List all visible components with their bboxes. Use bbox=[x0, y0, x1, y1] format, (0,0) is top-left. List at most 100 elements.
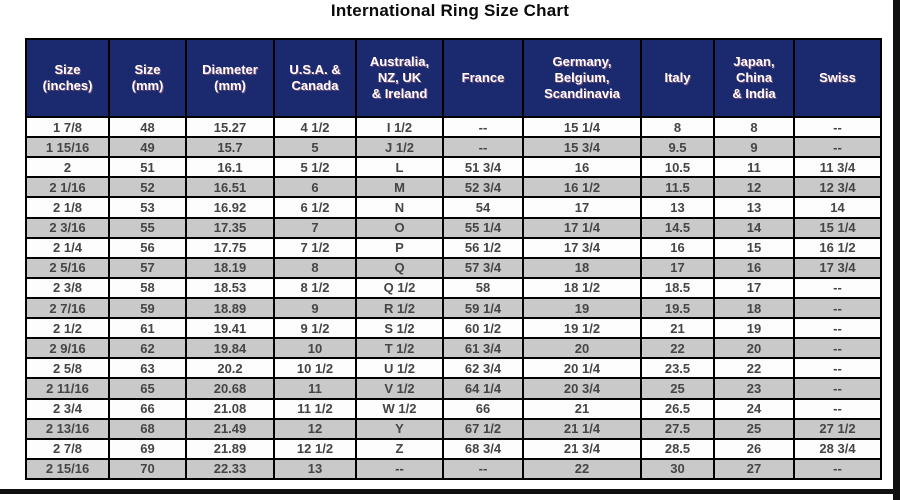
table-cell: 7 1/2 bbox=[273, 236, 357, 259]
table-cell: 27 bbox=[713, 457, 795, 481]
table-row: 2 7/8 69 21.89 12 1/2 Z 68 3/4 21 3/4 28.5 26 28 … bbox=[25, 437, 882, 460]
table-cell: 12 bbox=[273, 417, 357, 440]
table-cell: N bbox=[355, 196, 444, 219]
table-cell: 28 3/4 bbox=[793, 437, 882, 460]
table-cell: 15 3/4 bbox=[522, 136, 642, 159]
table-cell: 25 bbox=[640, 377, 715, 400]
table-cell: 20 bbox=[713, 337, 795, 360]
table-cell: 2 9/16 bbox=[25, 337, 110, 360]
header-row: Size (inches) Size (mm) Diameter (mm) U.S.A… bbox=[25, 38, 882, 118]
table-cell: 8 bbox=[640, 115, 715, 139]
table-cell: 2 7/16 bbox=[25, 296, 110, 320]
table-cell: V 1/2 bbox=[355, 377, 444, 400]
table-cell: 12 bbox=[713, 176, 795, 199]
table-cell: 2 1/4 bbox=[25, 236, 110, 259]
table-cell: 52 3/4 bbox=[442, 176, 524, 199]
table-cell: -- bbox=[793, 457, 882, 481]
table-cell: 6 bbox=[273, 176, 357, 199]
image-right-border bbox=[893, 0, 900, 500]
table-cell: 2 7/8 bbox=[25, 437, 110, 460]
table-row: 2 13/16 68 21.49 12 Y 67 1/2 21 1/4 27.5 25 27 1/… bbox=[25, 417, 882, 440]
table-cell: 62 bbox=[108, 337, 187, 360]
table-cell: 19.5 bbox=[640, 296, 715, 320]
table-cell: O bbox=[355, 216, 444, 239]
table-cell: 62 3/4 bbox=[442, 357, 524, 380]
table-cell: 16 bbox=[522, 156, 642, 179]
table-cell: 21 1/4 bbox=[522, 417, 642, 440]
table-cell: 12 3/4 bbox=[793, 176, 882, 199]
table-cell: 11 1/2 bbox=[273, 397, 357, 420]
table-cell: -- bbox=[793, 337, 882, 360]
table-cell: 5 bbox=[273, 136, 357, 159]
table-cell: 5 1/2 bbox=[273, 156, 357, 179]
table-cell: 15 1/4 bbox=[793, 216, 882, 239]
table-row: 2 51 16.1 5 1/2 L 51 3/4 16 10.5 11 11 3/4 bbox=[25, 156, 882, 179]
table-cell: 20 1/4 bbox=[522, 357, 642, 380]
table-cell: 25 bbox=[713, 417, 795, 440]
table-cell: L bbox=[355, 156, 444, 179]
table-cell: 58 bbox=[108, 276, 187, 299]
table-cell: 22.33 bbox=[185, 457, 275, 481]
table-cell: S 1/2 bbox=[355, 317, 444, 340]
table-cell: 2 1/8 bbox=[25, 196, 110, 219]
table-cell: 11 bbox=[273, 377, 357, 400]
table-cell: Y bbox=[355, 417, 444, 440]
table-cell: 20 bbox=[522, 337, 642, 360]
table-cell: 15.27 bbox=[185, 115, 275, 139]
table-row: 2 1/4 56 17.75 7 1/2 P 56 1/2 17 3/4 16 15 16 1/2 bbox=[25, 236, 882, 259]
table-cell: 16.92 bbox=[185, 196, 275, 219]
table-cell: 19 bbox=[713, 317, 795, 340]
table-cell: 19 1/2 bbox=[522, 317, 642, 340]
image-bottom-border bbox=[0, 489, 900, 494]
column-header: Japan, China & India bbox=[713, 38, 795, 118]
table-cell: 26 bbox=[713, 437, 795, 460]
column-header: Swiss bbox=[793, 38, 882, 118]
table-cell: 10 1/2 bbox=[273, 357, 357, 380]
table-cell: 2 bbox=[25, 156, 110, 179]
table-cell: 7 bbox=[273, 216, 357, 239]
table-cell: 15.7 bbox=[185, 136, 275, 159]
table-cell: 21 bbox=[640, 317, 715, 340]
table-row: 2 3/16 55 17.35 7 O 55 1/4 17 1/4 14.5 14 15 1/4 bbox=[25, 216, 882, 239]
table-cell: 21.89 bbox=[185, 437, 275, 460]
table-cell: J 1/2 bbox=[355, 136, 444, 159]
table-cell: -- bbox=[793, 115, 882, 139]
table-cell: 6 1/2 bbox=[273, 196, 357, 219]
column-header: Italy bbox=[640, 38, 715, 118]
table-cell: 14 bbox=[713, 216, 795, 239]
table-row: 2 7/16 59 18.89 9 R 1/2 59 1/4 19 19.5 18 -- bbox=[25, 296, 882, 320]
table-cell: 27 1/2 bbox=[793, 417, 882, 440]
table-cell: P bbox=[355, 236, 444, 259]
table-cell: 67 1/2 bbox=[442, 417, 524, 440]
table-cell: 21.49 bbox=[185, 417, 275, 440]
table-cell: 11.5 bbox=[640, 176, 715, 199]
table-cell: -- bbox=[793, 296, 882, 320]
column-header: U.S.A. & Canada bbox=[273, 38, 357, 118]
table-cell: -- bbox=[442, 136, 524, 159]
table-cell: 69 bbox=[108, 437, 187, 460]
table-cell: 17 3/4 bbox=[793, 256, 882, 279]
table-cell: 59 bbox=[108, 296, 187, 320]
table-cell: 4 1/2 bbox=[273, 115, 357, 139]
table-cell: 55 bbox=[108, 216, 187, 239]
table-cell: -- bbox=[793, 377, 882, 400]
table-row: 2 9/16 62 19.84 10 T 1/2 61 3/4 20 22 20 -- bbox=[25, 337, 882, 360]
table-cell: 2 3/16 bbox=[25, 216, 110, 239]
table-row: 1 15/16 49 15.7 5 J 1/2 -- 15 3/4 9.5 9 -- bbox=[25, 136, 882, 159]
table-cell: 9 bbox=[713, 136, 795, 159]
table-cell: 17.35 bbox=[185, 216, 275, 239]
table-cell: 17 3/4 bbox=[522, 236, 642, 259]
table-cell: 18.89 bbox=[185, 296, 275, 320]
table-cell: Q bbox=[355, 256, 444, 279]
table-cell: 1 15/16 bbox=[25, 136, 110, 159]
table-cell: -- bbox=[793, 357, 882, 380]
table-cell: 2 3/4 bbox=[25, 397, 110, 420]
table-cell: 11 3/4 bbox=[793, 156, 882, 179]
table-cell: 18 bbox=[713, 296, 795, 320]
table-cell: 66 bbox=[108, 397, 187, 420]
table-cell: 22 bbox=[640, 337, 715, 360]
table-cell: 17 bbox=[713, 276, 795, 299]
table-cell: 49 bbox=[108, 136, 187, 159]
table-cell: 13 bbox=[640, 196, 715, 219]
table-cell: 12 1/2 bbox=[273, 437, 357, 460]
